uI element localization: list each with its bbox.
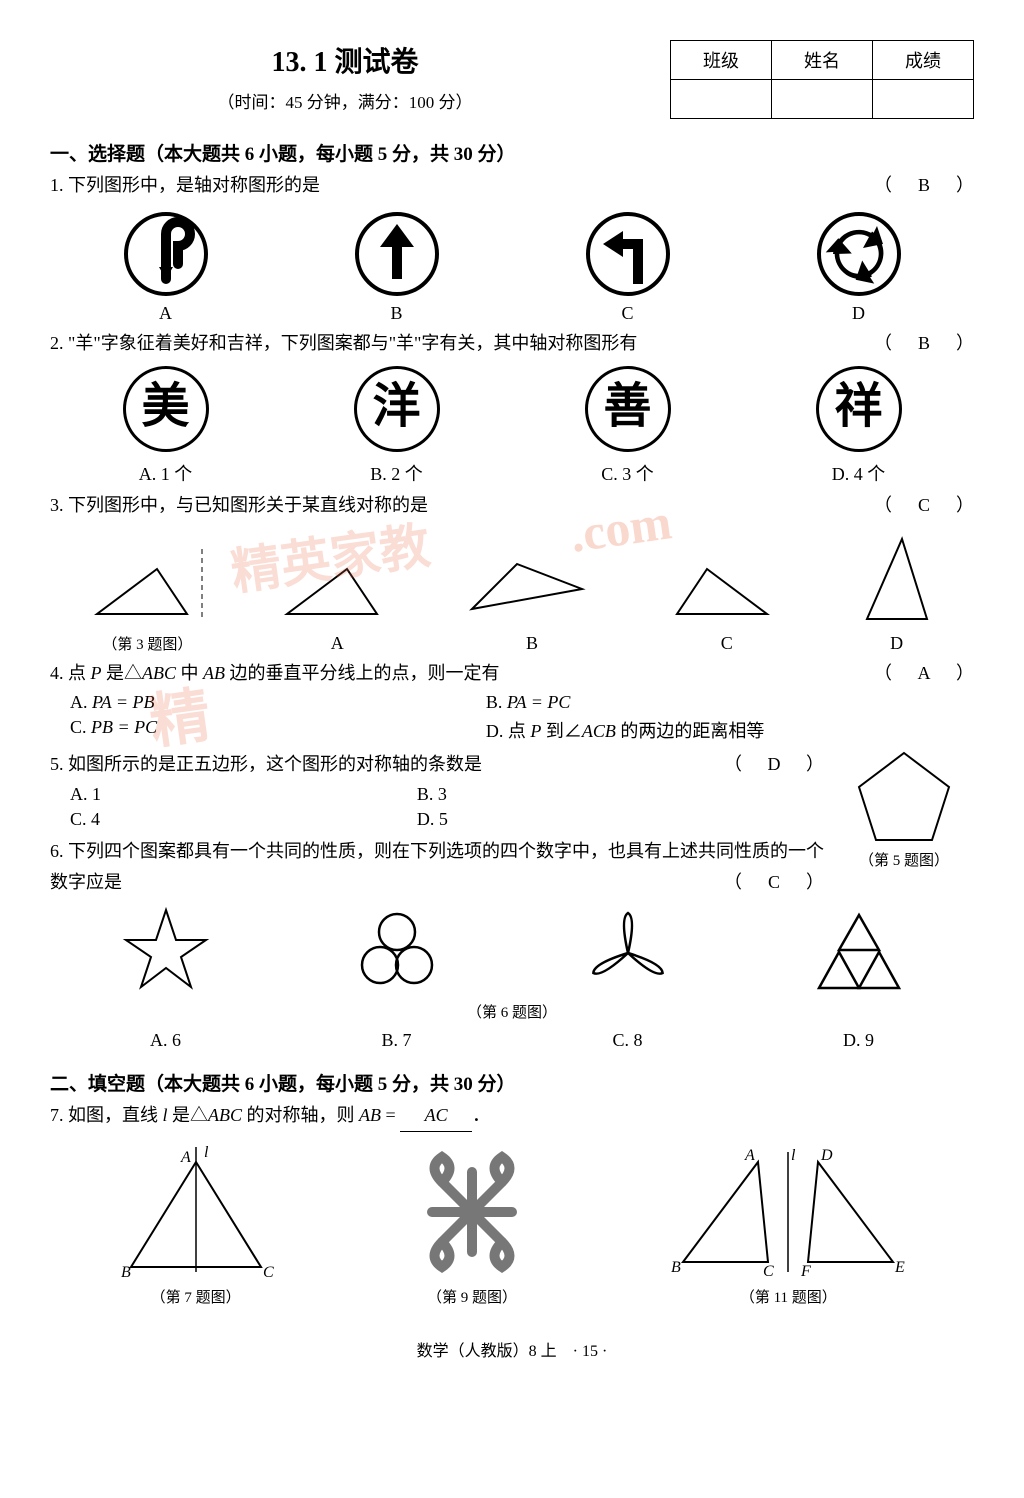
q1: 1. 下列图形中，是轴对称图形的是 （ B ） bbox=[50, 170, 974, 201]
q9-fig bbox=[402, 1142, 542, 1282]
q3-answer-paren: （ C ） bbox=[874, 490, 974, 521]
q2-char-2: 洋 bbox=[354, 366, 440, 452]
q3-answer: C bbox=[910, 490, 938, 521]
q7-fig: A l B C bbox=[111, 1142, 281, 1282]
q6-opt-b: B. 7 bbox=[281, 1030, 512, 1051]
q5-opt-b: B. 3 bbox=[417, 782, 764, 807]
q3-ref-caption: （第 3 题图） bbox=[82, 633, 212, 654]
q5-answer: D bbox=[760, 749, 788, 780]
q6-opt-c: C. 8 bbox=[512, 1030, 743, 1051]
q2-opt-b: B. 2 个 bbox=[281, 460, 512, 486]
q5-opt-c: C. 4 bbox=[70, 807, 417, 832]
q2-answer: B bbox=[910, 328, 938, 359]
q2-answer-paren: （ B ） bbox=[874, 328, 974, 359]
q5: 5. 如图所示的是正五边形，这个图形的对称轴的条数是 （ D ） bbox=[50, 749, 824, 780]
info-col-score: 成绩 bbox=[873, 41, 974, 80]
q1-fig-b bbox=[352, 209, 442, 299]
q6-answer-paren: （ C ） bbox=[724, 867, 824, 898]
q6-fig-caption: （第 6 题图） bbox=[50, 1001, 974, 1022]
q1-fig-d bbox=[814, 209, 904, 299]
q3: 3. 下列图形中，与已知图形关于某直线对称的是 （ C ） bbox=[50, 490, 974, 521]
q2-text: 2. "羊"字象征着美好和吉祥，下列图案都与"羊"字有关，其中轴对称图形有 bbox=[50, 333, 637, 353]
q2-char-3: 善 bbox=[585, 366, 671, 452]
q4-answer-paren: （ A ） bbox=[874, 658, 974, 689]
q1-label-d: D bbox=[743, 303, 974, 324]
q2-opt-a: A. 1 个 bbox=[50, 460, 281, 486]
q2: 2. "羊"字象征着美好和吉祥，下列图案都与"羊"字有关，其中轴对称图形有 （ … bbox=[50, 328, 974, 359]
q4-opt-b: B. PA = PC bbox=[486, 690, 902, 715]
page-title: 13. 1 测试卷 bbox=[50, 40, 640, 80]
page-footer: 数学（人教版）8 上 · 15 · bbox=[50, 1337, 974, 1361]
q3-label-d: D bbox=[852, 633, 942, 654]
q3-label-c: C bbox=[667, 633, 787, 654]
svg-text:A: A bbox=[744, 1147, 755, 1164]
q1-label-b: B bbox=[281, 303, 512, 324]
q6-fig-2 bbox=[352, 910, 442, 995]
q6-text: 6. 下列四个图案都具有一个共同的性质，则在下列选项的四个数字中，也具有上述共同… bbox=[50, 841, 824, 892]
q6-answer: C bbox=[760, 867, 788, 898]
q11-caption: （第 11 题图） bbox=[663, 1286, 913, 1307]
q4-opt-d: D. 点 P 到∠ACB 的两边的距离相等 bbox=[486, 715, 902, 745]
q3-fig-a bbox=[277, 539, 397, 629]
q5-opt-a: A. 1 bbox=[70, 782, 417, 807]
svg-text:C: C bbox=[763, 1263, 774, 1280]
q11-fig: A l D B C F E bbox=[663, 1142, 913, 1282]
svg-text:B: B bbox=[121, 1264, 131, 1281]
q1-label-a: A bbox=[50, 303, 281, 324]
q7-caption: （第 7 题图） bbox=[111, 1286, 281, 1307]
svg-text:C: C bbox=[263, 1264, 274, 1281]
page-subtitle: （时间：45 分钟，满分：100 分） bbox=[50, 88, 640, 113]
q1-answer: B bbox=[910, 170, 938, 201]
svg-text:A: A bbox=[180, 1149, 191, 1166]
q2-char-4: 祥 bbox=[816, 366, 902, 452]
q1-label-c: C bbox=[512, 303, 743, 324]
q3-fig-d bbox=[852, 529, 942, 629]
q3-fig-b bbox=[462, 539, 602, 629]
q2-opt-d: D. 4 个 bbox=[743, 460, 974, 486]
q6-fig-4 bbox=[814, 910, 904, 995]
q2-char-1: 美 bbox=[123, 366, 209, 452]
q4: 精 4. 点 P 是△ABC 中 AB 边的垂直平分线上的点，则一定有 （ A … bbox=[50, 658, 974, 689]
q1-fig-a bbox=[121, 209, 211, 299]
section1-heading: 一、选择题（本大题共 6 小题，每小题 5 分，共 30 分） bbox=[50, 139, 974, 166]
q6: 6. 下列四个图案都具有一个共同的性质，则在下列选项的四个数字中，也具有上述共同… bbox=[50, 836, 824, 897]
svg-text:l: l bbox=[204, 1144, 209, 1161]
q3-label-b: B bbox=[462, 633, 602, 654]
info-col-class: 班级 bbox=[671, 41, 772, 80]
q3-ref-fig bbox=[82, 539, 212, 629]
q5-opt-d: D. 5 bbox=[417, 807, 764, 832]
q6-fig-1 bbox=[121, 905, 211, 995]
q5-fig bbox=[849, 745, 959, 845]
q3-text: 3. 下列图形中，与已知图形关于某直线对称的是 bbox=[50, 495, 428, 515]
svg-text:D: D bbox=[820, 1147, 833, 1164]
q7: 7. 如图，直线 l 是△ABC 的对称轴，则 AB = AC． bbox=[50, 1100, 974, 1132]
q5-text: 5. 如图所示的是正五边形，这个图形的对称轴的条数是 bbox=[50, 754, 482, 774]
q5-caption: （第 5 题图） bbox=[834, 849, 974, 870]
q1-answer-paren: （ B ） bbox=[874, 170, 974, 201]
q4-answer: A bbox=[910, 658, 938, 689]
q6-opt-a: A. 6 bbox=[50, 1030, 281, 1051]
q6-opt-d: D. 9 bbox=[743, 1030, 974, 1051]
svg-text:E: E bbox=[894, 1259, 905, 1276]
info-col-name: 姓名 bbox=[772, 41, 873, 80]
q5-answer-paren: （ D ） bbox=[724, 749, 824, 780]
q4-opt-a: A. PA = PB bbox=[70, 690, 486, 715]
q9-caption: （第 9 题图） bbox=[402, 1286, 542, 1307]
q3-fig-c bbox=[667, 539, 787, 629]
info-table: 班级 姓名 成绩 bbox=[670, 40, 974, 119]
q6-fig-3 bbox=[583, 905, 673, 995]
q7-blank[interactable]: AC bbox=[400, 1100, 472, 1132]
q2-opt-c: C. 3 个 bbox=[512, 460, 743, 486]
q1-text: 1. 下列图形中，是轴对称图形的是 bbox=[50, 175, 320, 195]
q1-fig-c bbox=[583, 209, 673, 299]
q3-label-a: A bbox=[277, 633, 397, 654]
svg-text:B: B bbox=[671, 1259, 681, 1276]
svg-text:F: F bbox=[800, 1263, 811, 1280]
section2-heading: 二、填空题（本大题共 6 小题，每小题 5 分，共 30 分） bbox=[50, 1069, 974, 1096]
q4-opt-c: C. PB = PC bbox=[70, 715, 486, 745]
svg-text:l: l bbox=[791, 1147, 796, 1164]
